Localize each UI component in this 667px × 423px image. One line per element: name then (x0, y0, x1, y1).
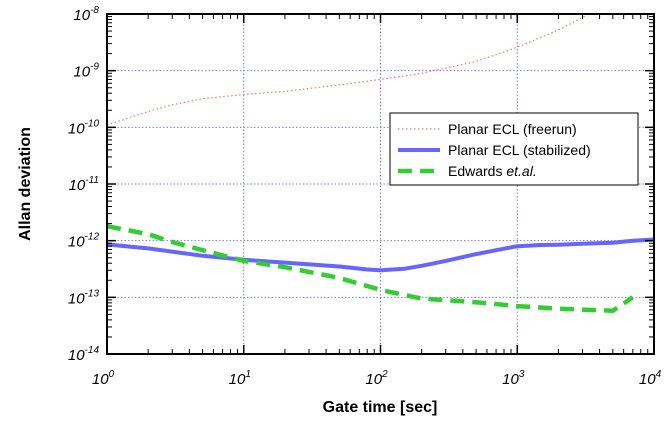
grid-lines (107, 14, 654, 354)
x-tick-label: 104 (639, 369, 662, 388)
legend: Planar ECL (freerun) Planar ECL (stabiliz… (389, 112, 639, 186)
legend-label: Planar ECL (stabilized) (448, 142, 591, 158)
series-line-edwards-et-al (106, 223, 635, 313)
x-tick-label: 103 (502, 369, 525, 388)
tick-marks (106, 13, 655, 355)
y-tick-label: 10-10 (68, 118, 100, 137)
y-tick-label: 10-9 (73, 62, 99, 81)
x-axis-title: Gate time [sec] (323, 399, 438, 416)
y-tick-label: 10-12 (68, 232, 100, 251)
x-tick-label: 100 (92, 369, 115, 388)
y-tick-label: 10-11 (69, 175, 99, 194)
y-tick-label: 10-13 (68, 288, 100, 307)
y-axis-title: Allan deviation (17, 127, 34, 241)
legend-items: Planar ECL (freerun) Planar ECL (stabiliz… (398, 121, 591, 179)
legend-label: Edwards et.al. (448, 163, 537, 179)
series-line-planar-ecl-freerun (106, 14, 587, 126)
x-tick-labels: 100 101 102 103 104 (92, 369, 662, 388)
x-tick-label: 101 (229, 369, 251, 388)
series-layer (106, 14, 655, 313)
y-tick-labels: 10-14 10-13 10-12 10-11 10-10 10-9 10-8 (68, 5, 100, 364)
x-tick-label: 102 (365, 369, 388, 388)
y-tick-label: 10-14 (68, 345, 100, 364)
series-line-planar-ecl-stabilized (106, 237, 655, 273)
y-tick-label: 10-8 (73, 5, 99, 24)
legend-label: Planar ECL (freerun) (448, 121, 577, 137)
